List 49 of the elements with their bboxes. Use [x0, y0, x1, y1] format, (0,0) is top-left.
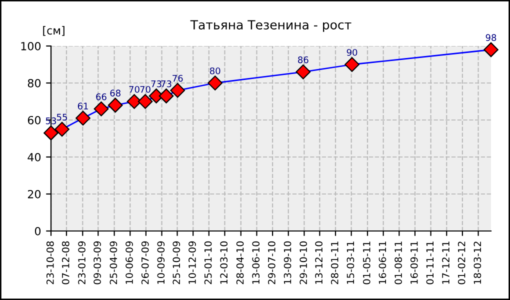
data-label: 70	[129, 86, 140, 93]
x-tick-label: 10-06-09	[126, 241, 133, 284]
x-tick-label: 17-12-11	[442, 242, 450, 284]
y-axis-title: [см]	[43, 26, 64, 36]
x-tick-label: 29-10-10	[300, 241, 308, 284]
x-tick-label: 23-10-08	[46, 241, 54, 284]
x-tick-label: 15-03-11	[346, 242, 354, 284]
x-tick-label: 10-12-09	[188, 241, 196, 284]
y-tick-label: 0	[34, 226, 41, 236]
data-label: 61	[78, 102, 88, 110]
y-tick-label: 40	[28, 152, 41, 162]
x-tick-label: 13-09-10	[284, 241, 292, 284]
x-tick-label: 26-07-09	[141, 241, 149, 284]
x-tick-label: 18-03-12	[474, 242, 482, 284]
x-tick-label: 10-09-09	[157, 241, 165, 284]
x-tick-label: 07-12-08	[62, 241, 70, 284]
x-tick-label: 09-03-09	[94, 241, 101, 284]
data-label: 86	[298, 56, 308, 64]
data-label: 80	[210, 67, 220, 74]
x-tick-label: 25-04-09	[110, 241, 118, 284]
data-label: 73	[161, 80, 172, 88]
x-tick-label: 25-01-10	[204, 241, 212, 284]
data-label: 68	[110, 90, 120, 97]
x-tick-label: 23-01-09	[78, 241, 86, 284]
x-tick-label: 29-07-10	[268, 241, 276, 284]
chart-title: Татьяна Тезенина - рост	[190, 20, 352, 32]
x-tick-label: 12-03-10	[220, 241, 228, 284]
x-tick-label: 16-09-11	[410, 242, 418, 284]
x-tick-label: 28-04-10	[236, 241, 244, 284]
data-label: 98	[486, 34, 496, 42]
x-tick-label: 13-06-10	[252, 241, 260, 284]
data-label: 55	[56, 114, 67, 121]
data-label: 73	[151, 80, 162, 88]
x-tick-label: 01-08-11	[394, 242, 402, 284]
data-label: 66	[96, 93, 106, 100]
x-tick-label: 01-05-11	[362, 242, 370, 284]
data-label: 76	[172, 74, 183, 82]
y-tick-label: 80	[28, 78, 41, 88]
data-label: 70	[140, 86, 150, 93]
x-tick-label: 28-01-11	[330, 242, 338, 284]
x-tick-label: 01-02-12	[458, 242, 466, 284]
x-tick-label: 25-10-09	[172, 241, 180, 284]
y-tick-label: 100	[21, 42, 41, 50]
data-label: 90	[346, 48, 358, 56]
x-tick-label: 01-11-11	[426, 242, 434, 284]
y-tick-label: 60	[28, 116, 41, 124]
x-tick-label: 16-06-11	[378, 242, 386, 284]
x-tick-label: 13-12-10	[315, 241, 322, 284]
y-tick-label: 20	[28, 190, 41, 198]
